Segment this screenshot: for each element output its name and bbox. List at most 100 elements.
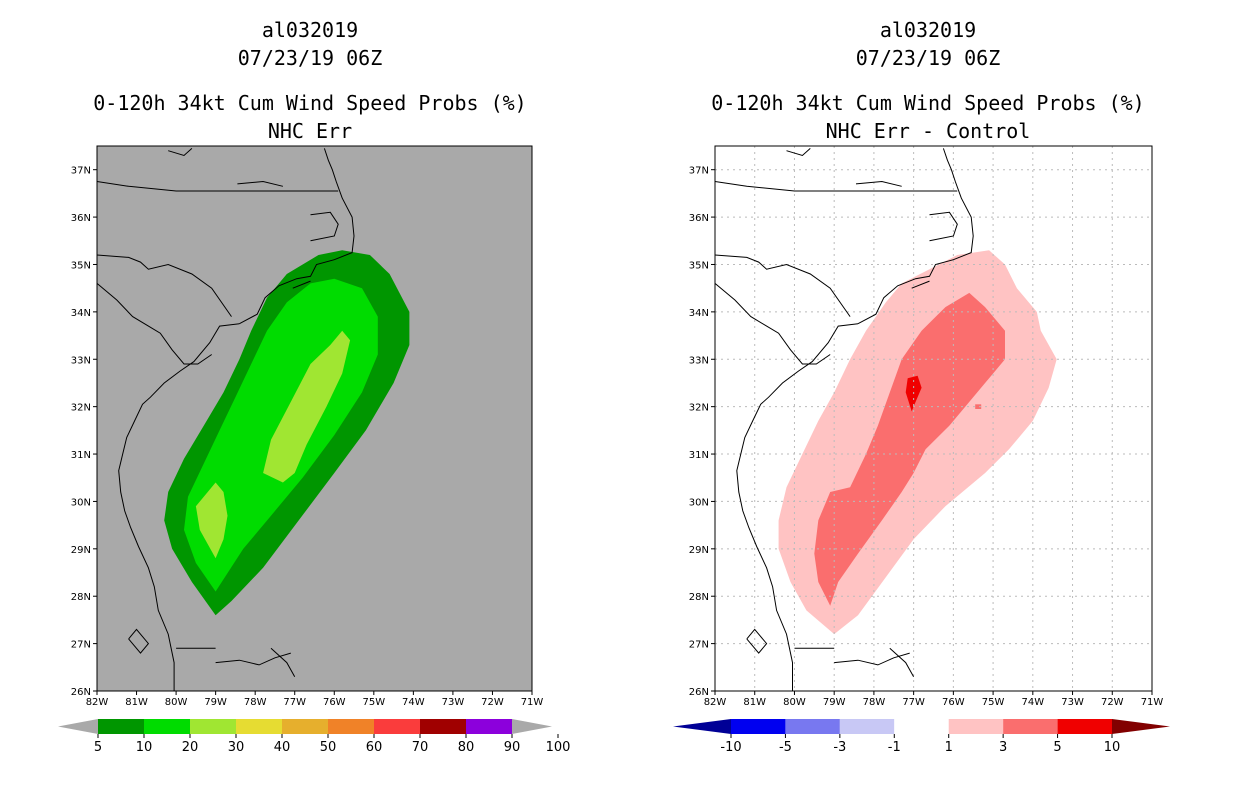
- colorbar-label: 80: [458, 740, 475, 755]
- x-tick-label: 77W: [283, 697, 306, 708]
- x-tick-label: 72W: [1101, 697, 1124, 708]
- colorbar-swatch: [1057, 719, 1112, 734]
- coastline: [714, 181, 958, 192]
- colorbar-label: 60: [366, 740, 383, 755]
- panel-2: 82W 81W 80W 79W 78W 77W 76W 75W 74W 73W 72W 71W 26N 2…: [673, 145, 1170, 755]
- x-tick-label: 72W: [481, 697, 504, 708]
- right-storm-id: al032019: [879, 18, 977, 42]
- colorbar-swatch: [466, 719, 512, 734]
- y-tick-label: 36N: [71, 213, 91, 224]
- colorbar-swatch: [190, 719, 236, 734]
- left-datetime: 07/23/19 06Z: [237, 46, 383, 70]
- coastline: [310, 211, 339, 242]
- x-tick-label: 82W: [86, 697, 109, 708]
- x-tick-label: 79W: [823, 697, 846, 708]
- x-tick-label: 73W: [1061, 697, 1084, 708]
- coastline: [270, 647, 296, 678]
- x-tick-label: 77W: [902, 697, 925, 708]
- colorbar-swatch: [374, 719, 420, 734]
- colorbar-label: -3: [833, 740, 846, 755]
- colorbar-swatch: [894, 719, 949, 734]
- x-tick-label: 75W: [982, 697, 1005, 708]
- y-tick-label: 30N: [689, 497, 709, 508]
- colorbar-extend-low: [673, 719, 731, 734]
- y-tick-label: 32N: [689, 403, 709, 414]
- y-tick-label: 37N: [689, 166, 709, 177]
- x-tick-label: 78W: [244, 697, 267, 708]
- y-tick-label: 35N: [71, 260, 91, 271]
- colorbar-extend-high: [1112, 719, 1170, 734]
- coastline: [96, 181, 339, 192]
- colorbar-label: 10: [136, 740, 153, 755]
- colorbar-swatch: [785, 719, 840, 734]
- x-tick-label: 75W: [363, 697, 386, 708]
- colorbar-label: 5: [94, 740, 102, 755]
- y-tick-label: 33N: [71, 355, 91, 366]
- coastline: [736, 323, 859, 691]
- left-storm-id: al032019: [261, 18, 359, 42]
- colorbar-label: -10: [720, 740, 741, 755]
- colorbar-swatch: [144, 719, 190, 734]
- coastline: [746, 628, 768, 654]
- coastline: [96, 254, 232, 317]
- x-tick-label: 80W: [783, 697, 806, 708]
- y-tick-label: 27N: [689, 640, 709, 651]
- colorbar-swatch: [731, 719, 786, 734]
- right-title: 0-120h 34kt Cum Wind Speed Probs (%): [711, 91, 1145, 115]
- x-tick-label: 71W: [1141, 697, 1164, 708]
- colorbar-label: 5: [1053, 740, 1061, 755]
- y-tick-label: 31N: [71, 450, 91, 461]
- colorbar-swatch: [420, 719, 466, 734]
- coastline: [714, 254, 851, 317]
- coastline: [118, 323, 240, 691]
- x-tick-label: 80W: [165, 697, 188, 708]
- x-tick-label: 74W: [1022, 697, 1045, 708]
- colorbar-label: -1: [888, 740, 901, 755]
- map-frame: [714, 145, 1153, 692]
- left-title: 0-120h 34kt Cum Wind Speed Probs (%): [93, 91, 527, 115]
- colorbar-swatch: [1003, 719, 1058, 734]
- right-subtitle: NHC Err - Control: [825, 119, 1031, 143]
- colorbar-label: 3: [999, 740, 1007, 755]
- y-tick-label: 28N: [689, 592, 709, 603]
- coastline: [855, 180, 902, 187]
- x-tick-label: 78W: [863, 697, 886, 708]
- contour-3-5: [814, 292, 1005, 606]
- y-tick-label: 32N: [71, 403, 91, 414]
- colorbar-swatch: [236, 719, 282, 734]
- colorbar-label: -5: [779, 740, 792, 755]
- coastline: [857, 148, 974, 325]
- y-tick-label: 28N: [71, 592, 91, 603]
- coastline: [929, 211, 958, 242]
- contour-5-10-dot: [975, 404, 982, 409]
- coastline: [128, 628, 150, 654]
- coastline: [889, 647, 915, 678]
- coastline: [96, 283, 212, 365]
- y-tick-label: 27N: [71, 640, 91, 651]
- colorbar-swatch: [839, 719, 895, 734]
- y-tick-label: 31N: [689, 450, 709, 461]
- colorbar-swatch: [948, 719, 1004, 734]
- colorbar-label: 1: [945, 740, 953, 755]
- coastline: [786, 148, 811, 157]
- colorbar-label: 70: [412, 740, 429, 755]
- x-tick-label: 73W: [442, 697, 465, 708]
- y-tick-label: 29N: [689, 545, 709, 556]
- y-tick-label: 33N: [689, 355, 709, 366]
- colorbar-label: 30: [228, 740, 245, 755]
- y-tick-label: 37N: [71, 166, 91, 177]
- contour-20-30-north: [263, 330, 351, 483]
- y-tick-label: 36N: [689, 213, 709, 224]
- colorbar-label: 40: [274, 740, 291, 755]
- colorbar-label: 100: [546, 740, 571, 755]
- x-tick-label: 79W: [204, 697, 227, 708]
- colorbar-extend-high: [512, 719, 552, 734]
- y-tick-label: 26N: [689, 687, 709, 698]
- colorbar-swatch: [282, 719, 328, 734]
- y-tick-label: 29N: [71, 545, 91, 556]
- x-tick-label: 81W: [743, 697, 766, 708]
- x-tick-label: 71W: [521, 697, 544, 708]
- colorbar-swatch: [328, 719, 374, 734]
- coastline: [237, 180, 284, 187]
- contour-20-30-south: [195, 482, 228, 559]
